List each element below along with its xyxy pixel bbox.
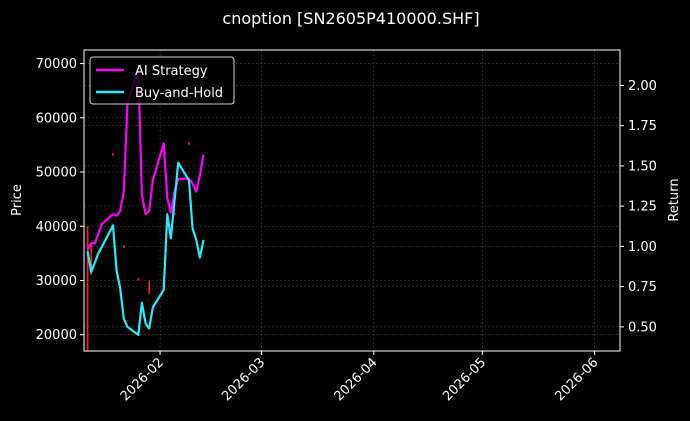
y-axis-label: Price bbox=[10, 184, 25, 216]
x-tick-label: 2026-06 bbox=[552, 355, 601, 404]
y2-tick-label: 1.50 bbox=[628, 159, 657, 174]
series-line-buy-and-hold bbox=[86, 161, 205, 336]
y2-tick-label: 1.00 bbox=[628, 240, 657, 255]
y2-axis-label: Return bbox=[667, 178, 682, 221]
y-tick-label: 40000 bbox=[36, 220, 77, 235]
y2-tick-label: 2.00 bbox=[628, 79, 657, 94]
y-tick-label: 50000 bbox=[36, 166, 77, 181]
chart-title: cnoption [SN2605P410000.SHF] bbox=[222, 9, 479, 28]
price-bars bbox=[86, 142, 190, 351]
legend-label-ai-strategy: AI Strategy bbox=[135, 64, 208, 79]
y-tick-label: 30000 bbox=[36, 274, 77, 289]
y2-tick-label: 0.75 bbox=[628, 280, 657, 295]
legend-label-buy-and-hold: Buy-and-Hold bbox=[135, 86, 223, 101]
x-tick-label: 2026-02 bbox=[118, 355, 167, 404]
y2-tick-label: 1.75 bbox=[628, 119, 657, 134]
y-tick-label: 20000 bbox=[36, 328, 77, 343]
legend-box bbox=[89, 56, 235, 105]
y-tick-label: 70000 bbox=[36, 57, 77, 72]
plot-frame bbox=[83, 49, 621, 352]
x-tick-label: 2026-05 bbox=[440, 355, 489, 404]
axes: 2026-02 2026-03 2026-04 2026-05 2026-06 20000… bbox=[36, 57, 657, 404]
legend: AI Strategy Buy-and-Hold bbox=[89, 56, 235, 105]
y-tick-label: 60000 bbox=[36, 111, 77, 126]
y2-tick-label: 0.50 bbox=[628, 320, 657, 335]
x-tick-label: 2026-03 bbox=[219, 355, 268, 404]
y2-tick-label: 1.25 bbox=[628, 200, 657, 215]
series-lines bbox=[86, 68, 205, 336]
x-tick-label: 2026-04 bbox=[332, 355, 381, 404]
